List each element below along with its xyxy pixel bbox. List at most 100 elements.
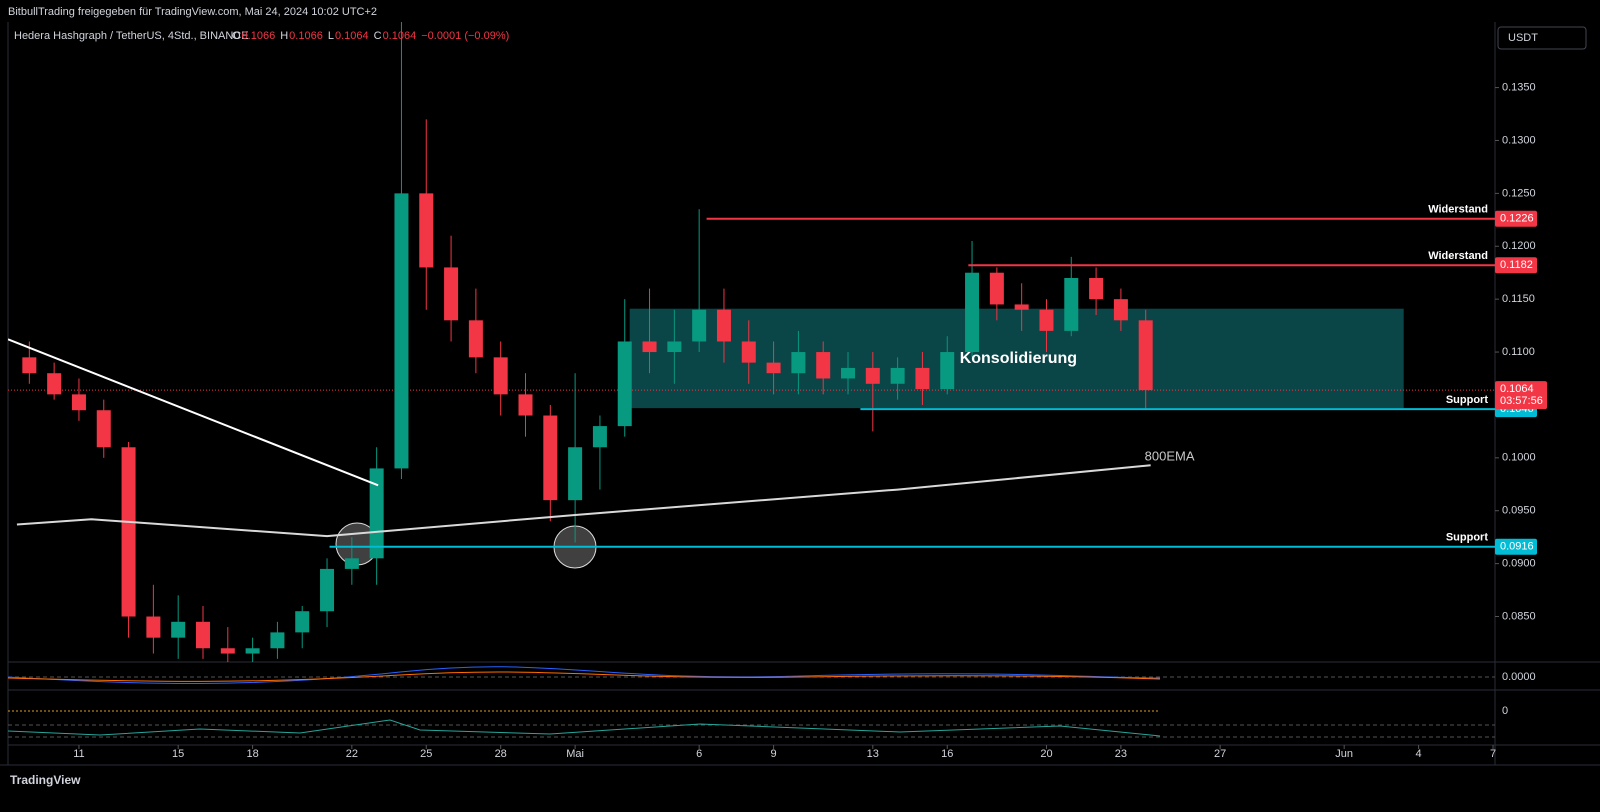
candle-body — [195, 621, 210, 649]
consolidation-zone — [629, 308, 1404, 409]
candle-body — [493, 357, 508, 395]
ohlc-change: −0.0001 (−0.09%) — [421, 30, 509, 42]
candle-body — [816, 352, 831, 379]
zone-label: Konsolidierung — [960, 350, 1077, 367]
candle-body — [71, 394, 86, 411]
candle-body — [245, 648, 260, 654]
price-tag-label: 0.1064 — [1500, 383, 1534, 395]
currency-button[interactable] — [1497, 26, 1587, 50]
candle-body — [667, 341, 682, 353]
indicator-line — [16, 464, 1151, 538]
candle-body — [47, 373, 62, 395]
candle-body — [444, 267, 459, 321]
y-tick-label: 0.1200 — [1502, 240, 1536, 252]
y-tick-label: 0.0850 — [1502, 610, 1536, 622]
y-tick-label: 0.1100 — [1502, 346, 1535, 358]
ohlc-value: 0.1064 — [335, 30, 369, 42]
candle-body — [270, 632, 285, 649]
x-tick-label: 16 — [941, 748, 953, 760]
ohlc-key: C — [374, 30, 382, 42]
x-tick-label: 28 — [495, 748, 507, 760]
ohlc-value: 0.1064 — [383, 30, 417, 42]
ohlc-key: H — [280, 30, 288, 42]
oscillator-line — [7, 719, 1161, 737]
candle-body — [146, 616, 161, 638]
ohlc-value: 0.1066 — [289, 30, 323, 42]
price-tag — [1495, 257, 1537, 274]
candle-body — [766, 362, 781, 374]
y-tick-label: 0.1250 — [1502, 187, 1536, 199]
candle-body — [865, 367, 880, 384]
x-tick-label: 27 — [1214, 748, 1226, 760]
candle-body — [568, 447, 583, 501]
y-tick-label: 0.0900 — [1502, 558, 1536, 570]
x-tick-label: 9 — [771, 748, 777, 760]
price-tag-label: 0.1182 — [1500, 259, 1533, 271]
price-tag — [1495, 538, 1537, 555]
macd-line — [7, 666, 1161, 684]
shared-by: BitbullTrading freigegeben für TradingVi… — [8, 6, 377, 18]
candle-body — [741, 341, 756, 363]
x-tick-label: 15 — [172, 748, 184, 760]
x-tick-label: 20 — [1040, 748, 1052, 760]
price-tag — [1495, 381, 1547, 410]
y-tick-label: 0.1150 — [1502, 293, 1535, 305]
ohlc-key: O — [232, 30, 241, 42]
candle-body — [1113, 299, 1128, 321]
level-label: Support — [1446, 532, 1488, 544]
candle-body — [96, 410, 111, 448]
candle-body — [1089, 278, 1104, 300]
candle-body — [468, 320, 483, 358]
candle-body — [369, 468, 384, 559]
candle-body — [890, 367, 905, 384]
plot-area — [8, 22, 1495, 662]
level-label: Widerstand — [1428, 250, 1488, 262]
candle-body — [791, 352, 806, 374]
candle-body — [394, 193, 409, 469]
indicator-line — [8, 338, 379, 487]
price-tag-label: 0.1226 — [1500, 213, 1534, 225]
candle-body — [543, 415, 558, 501]
y-tick-label: 0.0950 — [1502, 505, 1536, 517]
candle-body — [171, 621, 186, 638]
x-tick-label: 4 — [1416, 748, 1422, 760]
candle-body — [617, 341, 632, 427]
x-tick-label: Mai — [566, 748, 584, 760]
x-tick-label: 18 — [246, 748, 258, 760]
candle-body — [518, 394, 533, 416]
x-tick-label: 25 — [420, 748, 432, 760]
candle-body — [716, 309, 731, 342]
price-tag-label: 0.0916 — [1500, 541, 1534, 553]
candle-body — [692, 309, 707, 342]
candle-body — [592, 426, 607, 448]
x-tick-label: 23 — [1115, 748, 1127, 760]
candle-body — [1014, 304, 1029, 310]
candle-body — [419, 193, 434, 268]
candle-body — [121, 447, 136, 617]
x-tick-label: 6 — [696, 748, 702, 760]
candle-body — [344, 558, 359, 569]
candle-body — [841, 367, 856, 379]
candle-body — [915, 367, 930, 390]
candle-body — [295, 611, 310, 633]
y-tick-label: 0.1000 — [1502, 452, 1536, 464]
y-tick-label: 0.1300 — [1502, 134, 1536, 146]
level-label: Widerstand — [1428, 204, 1488, 216]
x-tick-label: 13 — [867, 748, 879, 760]
pane-tick-label: 0.0000 — [1502, 671, 1536, 683]
brand-logo[interactable]: TradingView — [10, 773, 81, 787]
line-label: 800EMA — [1145, 449, 1195, 464]
candle-body — [965, 272, 980, 353]
currency[interactable]: USDT — [1508, 32, 1538, 44]
countdown: 03:57:56 — [1500, 395, 1543, 407]
candle-body — [320, 568, 335, 612]
x-tick-label: 22 — [346, 748, 358, 760]
candle-body — [1138, 320, 1153, 391]
level-label: Support — [1446, 394, 1488, 406]
ohlc-value: 0.1066 — [242, 30, 276, 42]
candle-body — [1064, 278, 1079, 331]
symbol-title: Hedera Hashgraph / TetherUS, 4Std., BINA… — [14, 30, 249, 42]
x-tick-label: 11 — [73, 748, 84, 760]
price-tag — [1495, 210, 1537, 227]
